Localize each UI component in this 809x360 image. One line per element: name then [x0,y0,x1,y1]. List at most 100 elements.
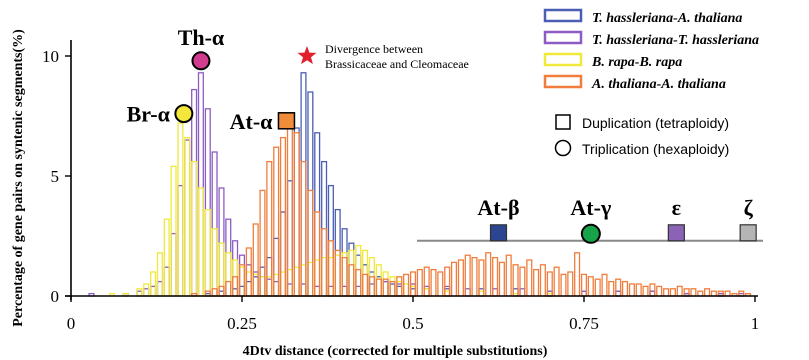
bar-s0-8 [273,237,280,297]
ancient-label-0: At-β [477,195,519,220]
bar-s3-38 [457,259,464,297]
y-tick-label: 0 [51,287,60,306]
bar-s2-2 [136,288,143,297]
bar-s0-27 [409,288,417,297]
bar-s2-28 [314,259,321,297]
ancient-label-3: ζ [744,195,754,220]
bar-s3-50 [539,264,546,297]
bar-s2-38 [382,271,389,297]
bar-s2-17 [238,266,246,297]
bar-s3-2 [211,288,218,297]
bar-s1-11 [197,72,204,297]
bar-s2-22 [273,273,280,297]
bar-s1-19 [252,271,259,297]
bar-s1-35 [464,288,471,297]
bar-s3-35 [437,271,444,297]
bar-s2-19 [252,273,259,297]
bar-s0-30 [478,288,485,297]
legend: T. hassleriana-A. thaliana T. hassleriana… [543,8,759,157]
bar-s0-29 [444,288,451,297]
bar-s3-67 [656,285,663,297]
ancient-label-2: ε [672,195,681,220]
bar-s1-33 [423,285,430,297]
annotations: Br-α Th-α At-α Divergence betweenBrassicace… [127,25,763,244]
bar-s2-3 [143,283,150,297]
bar-s0-10 [286,180,293,297]
bar-s1-24 [300,283,307,297]
bar-s2-26 [300,264,307,297]
bar-s3-4 [225,280,232,297]
ancient-marker-1 [580,223,601,244]
x-tick-label: 0.25 [227,314,257,333]
bar-s2-32 [341,252,348,297]
bar-s2-12 [204,208,211,297]
bar-s2-8 [177,122,184,297]
bar-s3-30 [403,273,410,297]
divergence-label-line1: Divergence between [325,42,423,56]
bar-s3-49 [533,268,540,297]
bar-s3-19 [327,240,334,297]
bar-s3-60 [608,280,615,297]
bar-s2-33 [348,249,355,297]
bar-s3-63 [628,283,635,297]
bar-s2-29 [321,256,328,297]
bar-s3-72 [690,288,697,297]
bar-s3-37 [450,261,458,297]
bar-s3-56 [580,273,588,297]
bar-s3-6 [238,264,246,297]
legend-swatch-2 [543,52,583,67]
divergence-star-icon [297,46,317,65]
bar-s3-16 [307,189,314,297]
peak-label-2: At-α [230,109,274,134]
bar-s3-43 [492,256,499,297]
bar-s1-37 [519,288,526,297]
bar-s3-54 [567,271,574,297]
bar-s3-53 [560,273,567,297]
peak-label-0: Br-α [127,102,171,127]
bar-s0-3 [238,285,246,297]
legend-label-0: T. hassleriana-A. thaliana [592,11,742,26]
bar-s1-10 [191,88,198,297]
bar-s3-48 [526,259,533,297]
bar-s1-29 [368,283,375,297]
bar-s1-17 [238,254,246,297]
bar-s2-43 [423,288,430,297]
bar-s3-5 [232,276,239,297]
bar-s2-15 [225,252,232,297]
bar-s3-14 [293,132,300,297]
bar-s3-39 [464,254,471,297]
x-axis-label: 4Dtv distance (corrected for multiple su… [243,344,548,359]
bar-s3-59 [601,273,608,297]
bar-s0-2 [232,288,239,297]
bar-s2-34 [355,244,362,297]
ancient-marker-2 [667,224,685,242]
ancient-marker-3 [739,224,757,242]
bar-s2-7 [170,165,177,297]
legend-swatch-0 [543,8,583,23]
bar-s2-39 [389,276,396,297]
bar-s3-58 [594,278,601,297]
bar-s1-6 [163,266,170,297]
bar-s3-51 [546,271,553,297]
peak-marker-0 [174,104,194,124]
bar-s3-23 [355,268,362,297]
bar-s2-16 [232,259,239,297]
bar-s1-23 [286,283,293,297]
bar-s3-44 [498,261,505,297]
bar-s3-55 [574,252,581,297]
bar-s0-24 [382,280,389,297]
ancient-label-1: At-γ [570,195,611,220]
bar-s3-17 [314,211,321,297]
bar-s0-14 [314,132,321,297]
bar-s1-5 [156,280,163,297]
bar-s0-11 [293,127,300,297]
bar-s2-24 [286,268,293,297]
divergence-label-line2: Brassicaceae and Cleomaceae [325,57,469,71]
bar-s3-8 [252,223,259,297]
bar-s3-69 [669,288,676,297]
bar-s3-10 [266,160,273,297]
bar-s1-9 [184,139,191,297]
bar-s3-26 [375,278,382,297]
peak-marker-2 [277,112,296,130]
bar-s0-21 [362,264,369,297]
